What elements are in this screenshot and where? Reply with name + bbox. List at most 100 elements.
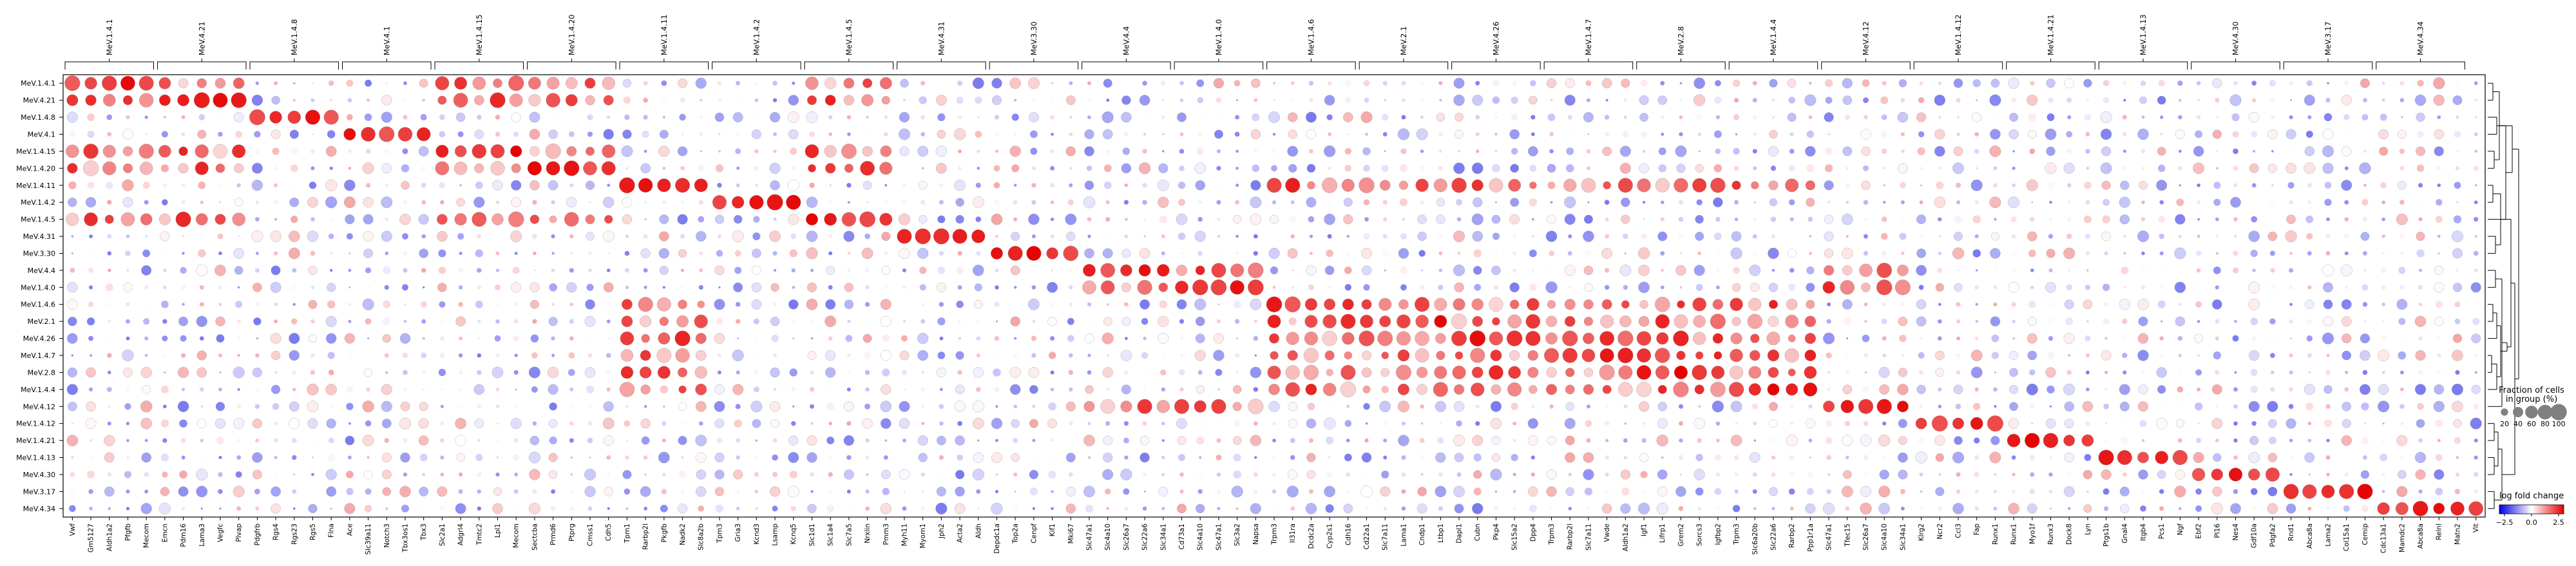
dot — [162, 438, 167, 443]
dot — [2454, 437, 2461, 444]
dot — [828, 234, 832, 238]
dot — [2251, 183, 2256, 188]
group-bracket — [1359, 61, 1449, 70]
dot — [2399, 234, 2405, 239]
dot — [71, 235, 74, 238]
dot — [2159, 506, 2164, 511]
dot — [1883, 201, 1886, 204]
dot — [589, 456, 591, 459]
dot — [346, 352, 354, 359]
dot — [1547, 181, 1556, 189]
dot — [2233, 421, 2238, 426]
dot — [718, 98, 721, 102]
dot — [699, 115, 703, 119]
dot — [87, 130, 95, 138]
dot — [656, 348, 672, 363]
dot — [1919, 81, 1923, 86]
dot — [772, 454, 778, 461]
dot — [107, 335, 112, 341]
dot — [1362, 147, 1371, 156]
dot — [1103, 452, 1113, 463]
dot — [1121, 95, 1131, 105]
dot — [864, 403, 871, 410]
dot — [2418, 336, 2423, 341]
dot — [384, 149, 389, 154]
dot — [1435, 401, 1446, 412]
dot — [1753, 166, 1757, 171]
dot — [2289, 319, 2293, 324]
dot — [788, 299, 799, 310]
dot — [1990, 232, 1999, 241]
dot — [662, 167, 666, 170]
dot — [144, 234, 148, 238]
dot — [1768, 180, 1779, 191]
size-legend-tick: 20 — [2500, 420, 2509, 428]
dot — [2342, 146, 2352, 156]
dot — [2103, 198, 2110, 206]
dot — [2361, 284, 2369, 291]
dot — [1806, 266, 1815, 275]
dot — [439, 506, 444, 511]
dot — [973, 367, 984, 378]
dot — [144, 354, 148, 357]
dot — [1918, 131, 1925, 138]
dot — [2341, 435, 2352, 446]
dot — [453, 162, 468, 175]
dot — [399, 417, 412, 429]
column-label: Slc34a1 — [1159, 524, 1167, 551]
dot — [1007, 246, 1023, 261]
dot — [1583, 299, 1594, 310]
dot — [584, 468, 596, 480]
dot — [1934, 196, 1946, 208]
dot — [2360, 232, 2370, 241]
dot — [437, 486, 448, 497]
dot — [625, 455, 629, 460]
dot — [1527, 486, 1538, 497]
dot — [1730, 348, 1743, 363]
dot — [399, 213, 411, 225]
dot — [474, 419, 484, 429]
dot — [2339, 484, 2354, 499]
dot — [162, 335, 168, 342]
dot — [644, 405, 647, 408]
dot — [2416, 198, 2425, 207]
dot — [1846, 200, 1849, 204]
dot — [1602, 146, 1612, 156]
dot — [1531, 115, 1536, 120]
dot — [1822, 502, 1835, 514]
dot — [1697, 251, 1702, 256]
dot — [2305, 402, 2314, 411]
dot — [1623, 98, 1628, 102]
dot — [348, 269, 352, 272]
dot — [880, 503, 892, 514]
dot — [1401, 472, 1406, 477]
dot — [140, 213, 153, 225]
dot — [289, 197, 300, 207]
dot — [1143, 490, 1146, 493]
dot — [254, 488, 260, 495]
dot — [2306, 335, 2313, 342]
dot — [792, 405, 795, 408]
dot — [2137, 231, 2149, 242]
dot — [1217, 184, 1220, 187]
dot — [1288, 164, 1297, 173]
dot — [1972, 112, 1982, 122]
dot — [181, 115, 186, 120]
dot — [2437, 184, 2441, 187]
dot — [199, 302, 204, 307]
dot — [1549, 149, 1554, 154]
dot — [736, 133, 739, 136]
dot — [2067, 269, 2071, 272]
dot — [495, 404, 500, 409]
dot — [1973, 402, 1981, 410]
dot — [1956, 98, 1961, 103]
dot — [935, 502, 948, 514]
dot — [346, 79, 354, 87]
dot — [1693, 94, 1706, 106]
dot — [290, 164, 298, 173]
dot — [1401, 115, 1406, 120]
dot — [287, 110, 301, 124]
dot — [2196, 438, 2202, 444]
dot — [1253, 421, 1258, 426]
dot — [1916, 214, 1926, 224]
